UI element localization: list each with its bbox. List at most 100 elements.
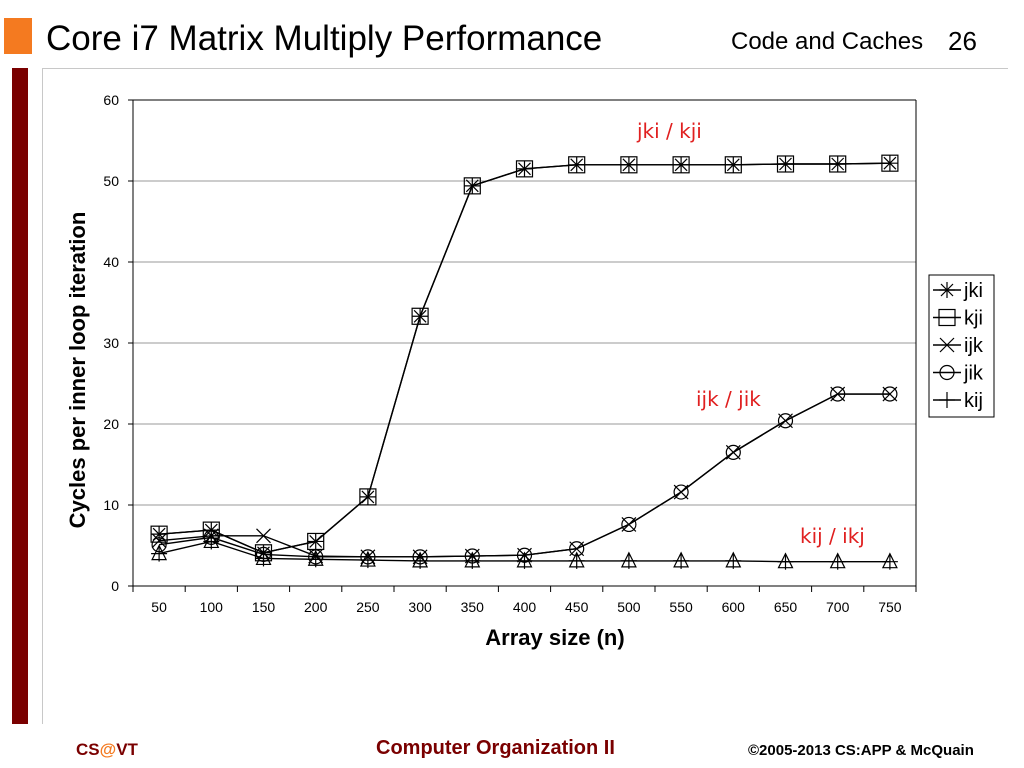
header-divider [42, 68, 1008, 69]
data-point-kij [203, 532, 220, 550]
marker-triangle [464, 551, 481, 568]
marker-shape [568, 156, 586, 174]
marker-shape [411, 307, 429, 325]
marker-triangle [881, 552, 898, 569]
marker-stroke [256, 528, 271, 544]
x-tick-label: 250 [356, 599, 380, 615]
marker-shape [463, 177, 481, 195]
data-point-kji [881, 154, 899, 172]
series-line-kji [159, 162, 890, 554]
footer-copyright: ©2005-2013 CS:APP & McQuain [748, 742, 974, 759]
legend-marker [938, 308, 956, 327]
legend-marker [939, 392, 955, 408]
data-point-jik [673, 484, 689, 500]
marker-shape [939, 364, 955, 381]
marker-triangle [568, 551, 585, 568]
footer-cs: CS [76, 740, 100, 759]
y-tick-label: 30 [103, 335, 119, 351]
marker-triangle [359, 550, 376, 567]
x-tick-label: 500 [617, 599, 641, 615]
legend-label: jik [963, 363, 984, 385]
marker-triangle [829, 552, 846, 569]
x-tick-label: 550 [669, 599, 693, 615]
x-tick-label: 350 [461, 599, 485, 615]
marker-stroke [939, 337, 955, 353]
marker-shape [620, 156, 638, 174]
data-point-jik [830, 386, 846, 402]
legend-marker [939, 282, 955, 298]
data-point-kij [516, 551, 533, 569]
legend-item-jki: jki [933, 280, 983, 302]
slide-title: Core i7 Matrix Multiply Performance [46, 19, 603, 58]
x-tick-label: 450 [565, 599, 589, 615]
legend-label: ijk [964, 335, 984, 357]
marker-shape [673, 484, 689, 500]
footer-course-name: Computer Organization II [376, 737, 615, 759]
x-tick-labels: 50 100 150 200 250 300 350 400 450 500 550 600 650 70… [132, 586, 917, 615]
page-number: 26 [948, 26, 977, 56]
data-point-kji [829, 155, 847, 173]
data-point-kij [673, 551, 690, 569]
legend-marker [939, 337, 955, 353]
data-point-kij [412, 551, 429, 569]
legend: jki kji ijk jik kij [928, 274, 995, 418]
y-tick-label: 60 [103, 92, 119, 108]
data-point-kij [568, 551, 585, 569]
data-point-kij [829, 552, 846, 570]
x-tick-label: 400 [513, 599, 537, 615]
y-tick-label: 40 [103, 254, 119, 270]
marker-triangle [777, 552, 794, 569]
series-kij [151, 532, 898, 570]
marker-shape [776, 155, 795, 173]
data-point-kij [307, 549, 324, 568]
legend-label: kij [964, 390, 983, 412]
data-point-kji [776, 155, 795, 173]
annotation-ijk-jik: ijk / jik [696, 387, 761, 411]
legend-marker [939, 364, 955, 381]
legend-item-ijk: ijk [933, 335, 984, 357]
data-point-kij [620, 551, 637, 569]
marker-shape [830, 386, 846, 402]
x-tick-label: 50 [151, 599, 167, 615]
marker-shape [829, 155, 847, 173]
data-point-kji [463, 177, 481, 195]
marker-shape [881, 154, 899, 172]
marker-triangle [516, 551, 533, 568]
data-point-kji [150, 525, 168, 543]
left-accent-bar [12, 68, 28, 724]
marker-shape [725, 444, 741, 460]
marker-shape [515, 160, 534, 178]
data-point-kij [464, 551, 481, 569]
left-divider [42, 68, 43, 724]
y-axis-label: Cycles per inner loop iteration [65, 212, 90, 529]
marker-triangle [307, 549, 324, 566]
data-point-kji [359, 488, 377, 506]
data-point-kji [568, 156, 586, 174]
marker-triangle [412, 551, 429, 568]
marker-shape [672, 156, 690, 174]
x-tick-label: 150 [252, 599, 276, 615]
data-point-jik [725, 444, 741, 460]
data-point-kji [411, 307, 429, 325]
annotation-kij-ikj: kij / ikj [800, 524, 865, 548]
data-point-jik [777, 413, 794, 429]
marker-shape [777, 413, 794, 429]
data-point-kij [151, 544, 168, 562]
data-point-ijk [151, 533, 167, 549]
annotation-jki-kji: jki / kji [636, 119, 702, 143]
series-group [150, 154, 899, 570]
marker-shape [938, 308, 956, 327]
y-tick-label: 50 [103, 173, 119, 189]
legend-item-kij: kij [933, 390, 983, 412]
data-point-kji [620, 156, 638, 174]
data-point-kji [672, 156, 690, 174]
marker-triangle [725, 551, 742, 568]
data-point-kij [255, 549, 272, 567]
data-point-kij [359, 550, 376, 569]
series-kji [150, 154, 899, 562]
marker-shape [621, 516, 637, 533]
data-point-kji [515, 160, 534, 178]
legend-item-jik: jik [933, 363, 984, 385]
marker-shape [882, 386, 898, 402]
